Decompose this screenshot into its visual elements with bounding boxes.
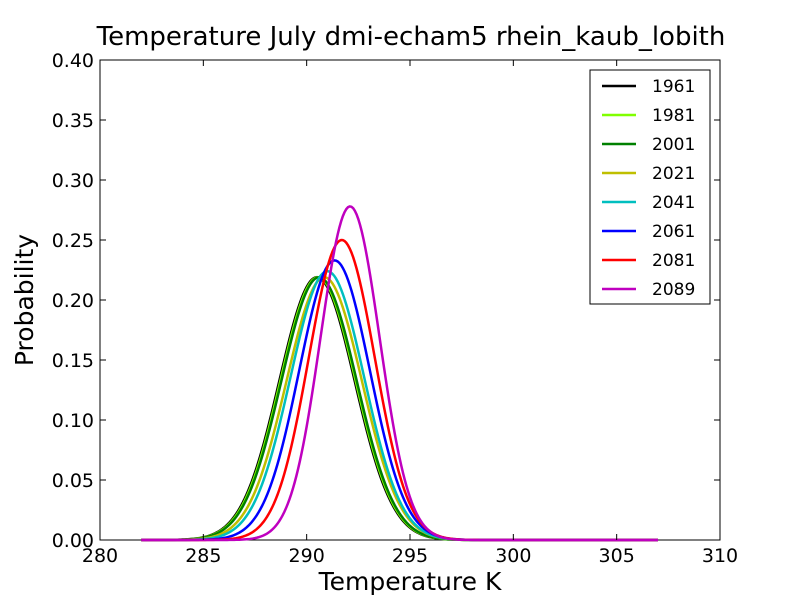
legend-label-2061: 2061 — [652, 222, 695, 242]
y-tick-label: 0.40 — [52, 50, 94, 72]
legend-label-2081: 2081 — [652, 251, 695, 271]
plot-area: 280 285 290 295 300 305 310 0.00 0.05 0.10 0.15 0.2… — [52, 50, 738, 567]
y-tick-label: 0.10 — [52, 410, 94, 432]
series-group — [141, 205, 658, 542]
y-tick-label: 0.30 — [52, 170, 94, 192]
legend-label-2089: 2089 — [652, 280, 695, 300]
x-axis-label: Temperature K — [318, 567, 502, 596]
legend-label-2001: 2001 — [652, 135, 695, 155]
x-tick-label: 305 — [599, 545, 635, 567]
series-line-2089 — [141, 205, 658, 542]
legend-label-1961: 1961 — [652, 77, 695, 97]
y-tick-label: 0.25 — [52, 230, 94, 252]
y-axis-label: Probability — [10, 234, 39, 366]
legend-box — [589, 69, 711, 305]
chart-title: Temperature July dmi-echam5 rhein_kaub_l… — [96, 22, 726, 52]
x-tick-label: 300 — [495, 545, 531, 567]
y-tick-label: 0.35 — [52, 110, 94, 132]
legend-label-1981: 1981 — [652, 106, 695, 126]
y-tick-label: 0.05 — [52, 470, 94, 492]
ticks-group: 280 285 290 295 300 305 310 0.00 0.05 0.10 0.15 0.2… — [52, 50, 738, 567]
legend-label-2041: 2041 — [652, 193, 695, 213]
legend-label-2021: 2021 — [652, 164, 695, 184]
y-tick-label: 0.15 — [52, 350, 94, 372]
x-tick-label: 290 — [289, 545, 325, 567]
legend: 1961 1981 2001 2021 2041 2061 2081 2089 — [589, 69, 711, 305]
x-tick-label: 310 — [702, 545, 738, 567]
x-tick-label: 280 — [82, 545, 118, 567]
y-tick-label: 0.00 — [52, 530, 94, 552]
y-tick-label: 0.20 — [52, 290, 94, 312]
x-tick-label: 285 — [185, 545, 221, 567]
x-tick-label: 295 — [392, 545, 428, 567]
